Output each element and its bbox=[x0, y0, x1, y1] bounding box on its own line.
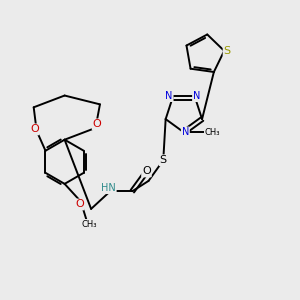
Text: O: O bbox=[30, 124, 39, 134]
Text: N: N bbox=[165, 91, 173, 101]
Text: O: O bbox=[93, 119, 101, 129]
Text: S: S bbox=[160, 155, 167, 165]
Text: O: O bbox=[142, 167, 151, 176]
Text: N: N bbox=[182, 127, 189, 137]
Text: CH₃: CH₃ bbox=[82, 220, 98, 229]
Text: N: N bbox=[193, 91, 200, 101]
Text: HN: HN bbox=[101, 183, 116, 193]
Text: O: O bbox=[75, 200, 84, 209]
Text: S: S bbox=[224, 46, 231, 56]
Text: CH₃: CH₃ bbox=[205, 128, 220, 137]
